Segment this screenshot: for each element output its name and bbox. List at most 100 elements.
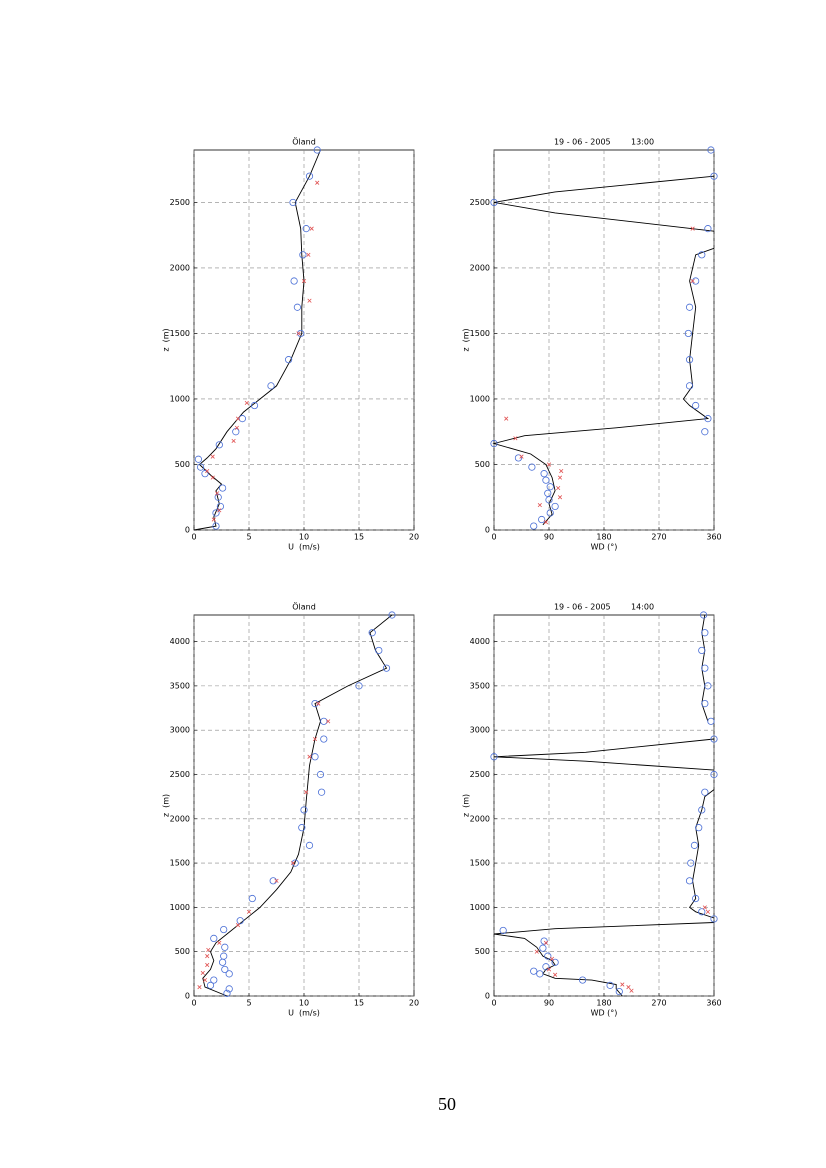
y-tick-label: 3500: [170, 681, 190, 690]
circle-point: [490, 439, 498, 448]
circle-point: [388, 611, 396, 619]
cross-point: [217, 940, 222, 945]
cross-point: [307, 298, 312, 303]
circle-point: [368, 629, 376, 637]
circle-point: [212, 509, 220, 517]
circle-point: [499, 926, 507, 935]
circle-point: [551, 958, 559, 966]
circle-point: [375, 646, 383, 655]
circle-point: [542, 476, 550, 484]
circle-point: [267, 382, 275, 390]
cross-point: [202, 977, 208, 983]
cross-point: [504, 416, 509, 421]
circle-point: [704, 225, 712, 233]
y-tick-label: 500: [475, 947, 490, 956]
circle-point: [313, 146, 321, 154]
y-tick-label: 1000: [170, 903, 190, 912]
cross-point: [543, 520, 549, 525]
x-tick-label: 10: [299, 999, 309, 1008]
cross-point: [301, 278, 307, 284]
circle-point: [544, 489, 552, 497]
circle-point: [220, 925, 228, 934]
x-tick-label: 360: [706, 999, 721, 1008]
circle-point: [300, 806, 308, 814]
circle-point: [290, 277, 298, 285]
cross-point: [629, 988, 634, 993]
circle-point: [490, 198, 498, 207]
circle-point: [540, 470, 548, 478]
circle-point: [707, 717, 715, 725]
y-tick-label: 2000: [470, 814, 490, 823]
circle-point: [692, 401, 700, 410]
y-tick-label: 2500: [170, 770, 190, 779]
circle-point: [215, 441, 223, 449]
cross-point: [546, 967, 552, 972]
chart-title: 19 - 06 - 2005 14:00: [554, 603, 654, 612]
circle-point: [701, 664, 709, 672]
circle-point: [317, 788, 326, 796]
cross-point: [702, 905, 707, 910]
circle-point: [311, 753, 319, 761]
circle-point: [221, 943, 229, 951]
cross-point: [513, 436, 518, 441]
cross-point: [210, 454, 215, 459]
circle-point: [355, 682, 363, 690]
circle-point: [698, 251, 706, 259]
circle-point: [206, 981, 215, 989]
circle-point: [210, 934, 218, 943]
circle-point: [546, 509, 554, 517]
cross-point: [519, 454, 524, 459]
x-tick-label: 270: [651, 999, 666, 1008]
circle-point: [695, 824, 703, 832]
circle-point: [685, 382, 694, 390]
x-tick-label: 90: [544, 533, 554, 542]
circle-point: [704, 415, 712, 423]
circle-point: [490, 753, 498, 761]
circle-point: [250, 401, 259, 410]
y-tick-label: 2000: [470, 263, 490, 272]
circle-point: [530, 967, 538, 975]
x-tick-label: 15: [354, 999, 364, 1008]
x-tick-label: 10: [299, 533, 309, 542]
circle-point: [710, 172, 718, 180]
cross-point: [553, 972, 558, 977]
y-tick-label: 2500: [170, 198, 190, 207]
circle-point: [289, 198, 297, 207]
y-axis-label: z (m): [462, 794, 471, 817]
circle-point: [690, 841, 699, 849]
circle-point: [238, 415, 246, 423]
circle-point: [201, 470, 209, 478]
circle-point: [291, 859, 299, 867]
circle-point: [687, 859, 695, 867]
cross-point: [244, 400, 249, 405]
y-tick-label: 1000: [170, 394, 190, 403]
y-tick-label: 2500: [470, 198, 490, 207]
circle-point: [701, 700, 709, 708]
cross-point: [543, 940, 549, 945]
circle-point: [710, 770, 718, 779]
circle-point: [194, 455, 202, 463]
x-tick-label: 20: [409, 533, 419, 542]
profile-line: [492, 175, 715, 526]
y-tick-label: 500: [175, 460, 190, 469]
profile-line: [202, 614, 393, 997]
circle-point: [212, 522, 220, 530]
y-axis-label: z (m): [162, 328, 171, 351]
y-tick-label: 1000: [470, 903, 490, 912]
circle-point: [685, 877, 694, 885]
cross-point: [205, 468, 210, 474]
profile-line: [193, 149, 321, 531]
x-tick-label: 180: [596, 533, 611, 542]
circle-point: [514, 454, 523, 462]
circle-point: [615, 987, 623, 996]
y-tick-label: 3000: [470, 726, 490, 735]
circle-point: [298, 824, 306, 832]
circle-point: [701, 788, 709, 796]
y-axis-label: z (m): [462, 328, 471, 351]
circle-point: [579, 976, 587, 984]
cross-point: [304, 790, 309, 795]
y-tick-label: 500: [475, 460, 490, 469]
circle-point: [551, 502, 559, 511]
circle-point: [248, 894, 256, 903]
cross-point: [215, 491, 220, 496]
